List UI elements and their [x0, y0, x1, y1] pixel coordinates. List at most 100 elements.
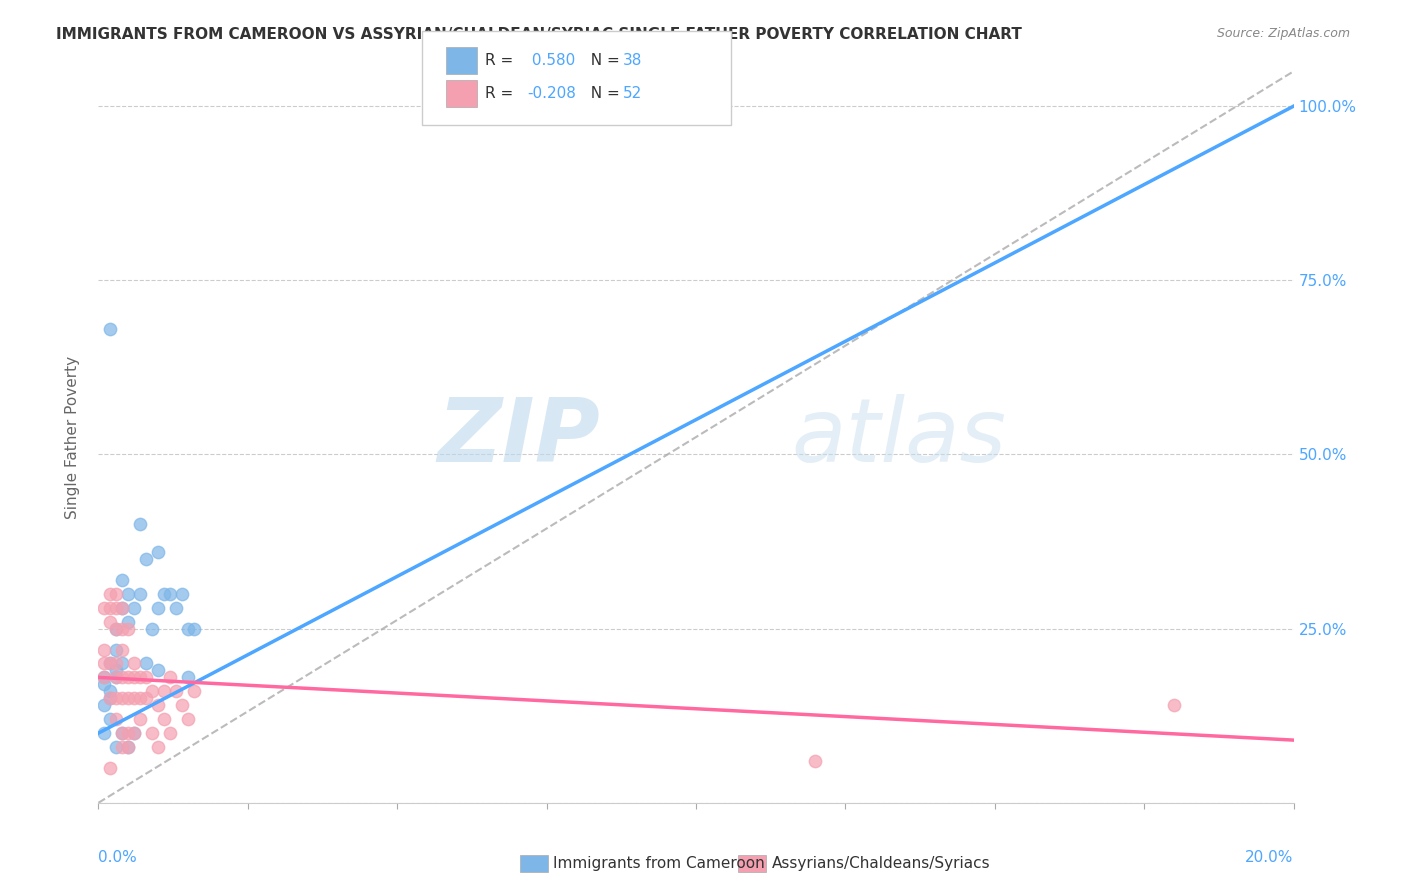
Point	[124, 726, 146, 740]
Point	[111, 642, 134, 657]
Point	[98, 712, 122, 726]
Point	[93, 642, 115, 657]
Point	[98, 600, 122, 615]
Point	[165, 600, 187, 615]
Point	[105, 712, 128, 726]
Point	[153, 587, 176, 601]
Point	[124, 657, 146, 671]
Point	[111, 691, 134, 706]
Point	[804, 754, 827, 768]
Text: IMMIGRANTS FROM CAMEROON VS ASSYRIAN/CHALDEAN/SYRIAC SINGLE FATHER POVERTY CORRE: IMMIGRANTS FROM CAMEROON VS ASSYRIAN/CHA…	[56, 27, 1022, 42]
Point	[177, 712, 200, 726]
Point	[148, 698, 170, 713]
Point	[177, 622, 200, 636]
Point	[93, 677, 115, 691]
Point	[117, 615, 139, 629]
Text: R =: R =	[485, 54, 519, 68]
Point	[165, 684, 187, 698]
Point	[124, 726, 146, 740]
Point	[111, 670, 134, 684]
Point	[111, 600, 134, 615]
Point	[105, 657, 128, 671]
Point	[159, 726, 181, 740]
Point	[135, 552, 157, 566]
Point	[105, 740, 128, 755]
Point	[105, 600, 128, 615]
Point	[98, 657, 122, 671]
Point	[129, 587, 152, 601]
Point	[105, 691, 128, 706]
Point	[141, 684, 163, 698]
Point	[117, 587, 139, 601]
Point	[153, 712, 176, 726]
Point	[105, 642, 128, 657]
Point	[141, 622, 163, 636]
Point	[93, 657, 115, 671]
Point	[98, 587, 122, 601]
Point	[177, 670, 200, 684]
Point	[129, 670, 152, 684]
Text: 20.0%: 20.0%	[1246, 850, 1294, 865]
Point	[111, 726, 134, 740]
Point	[172, 587, 194, 601]
Point	[117, 691, 139, 706]
Point	[93, 726, 115, 740]
Point	[98, 684, 122, 698]
Point	[111, 657, 134, 671]
Point	[148, 740, 170, 755]
Point	[105, 622, 128, 636]
Text: 38: 38	[623, 54, 643, 68]
Point	[93, 670, 115, 684]
Point	[117, 622, 139, 636]
Point	[111, 740, 134, 755]
Point	[98, 761, 122, 775]
Point	[135, 691, 157, 706]
Point	[129, 517, 152, 532]
Point	[159, 587, 181, 601]
Text: Immigrants from Cameroon: Immigrants from Cameroon	[553, 856, 765, 871]
Point	[1163, 698, 1185, 713]
Text: N =: N =	[581, 87, 624, 101]
Point	[98, 691, 122, 706]
Point	[93, 670, 115, 684]
Point	[148, 600, 170, 615]
Point	[129, 691, 152, 706]
Point	[148, 664, 170, 678]
Text: atlas: atlas	[792, 394, 1007, 480]
Point	[117, 740, 139, 755]
Text: N =: N =	[581, 54, 624, 68]
Text: R =: R =	[485, 87, 519, 101]
Point	[105, 670, 128, 684]
Point	[98, 322, 122, 336]
Point	[111, 573, 134, 587]
Point	[148, 545, 170, 559]
Point	[98, 691, 122, 706]
Point	[105, 587, 128, 601]
Point	[98, 657, 122, 671]
Point	[153, 684, 176, 698]
Point	[105, 622, 128, 636]
Point	[111, 726, 134, 740]
Point	[129, 712, 152, 726]
Text: Assyrians/Chaldeans/Syriacs: Assyrians/Chaldeans/Syriacs	[772, 856, 990, 871]
Point	[105, 664, 128, 678]
Point	[117, 670, 139, 684]
Point	[111, 600, 134, 615]
Point	[117, 740, 139, 755]
Text: 52: 52	[623, 87, 643, 101]
Point	[117, 726, 139, 740]
Point	[183, 622, 205, 636]
Point	[183, 684, 205, 698]
Text: -0.208: -0.208	[527, 87, 576, 101]
Point	[141, 726, 163, 740]
Point	[159, 670, 181, 684]
Point	[135, 657, 157, 671]
Text: ZIP: ZIP	[437, 393, 600, 481]
Point	[124, 670, 146, 684]
Text: 0.580: 0.580	[527, 54, 575, 68]
Text: Source: ZipAtlas.com: Source: ZipAtlas.com	[1216, 27, 1350, 40]
Point	[93, 698, 115, 713]
Point	[93, 600, 115, 615]
Y-axis label: Single Father Poverty: Single Father Poverty	[65, 356, 80, 518]
Point	[105, 670, 128, 684]
